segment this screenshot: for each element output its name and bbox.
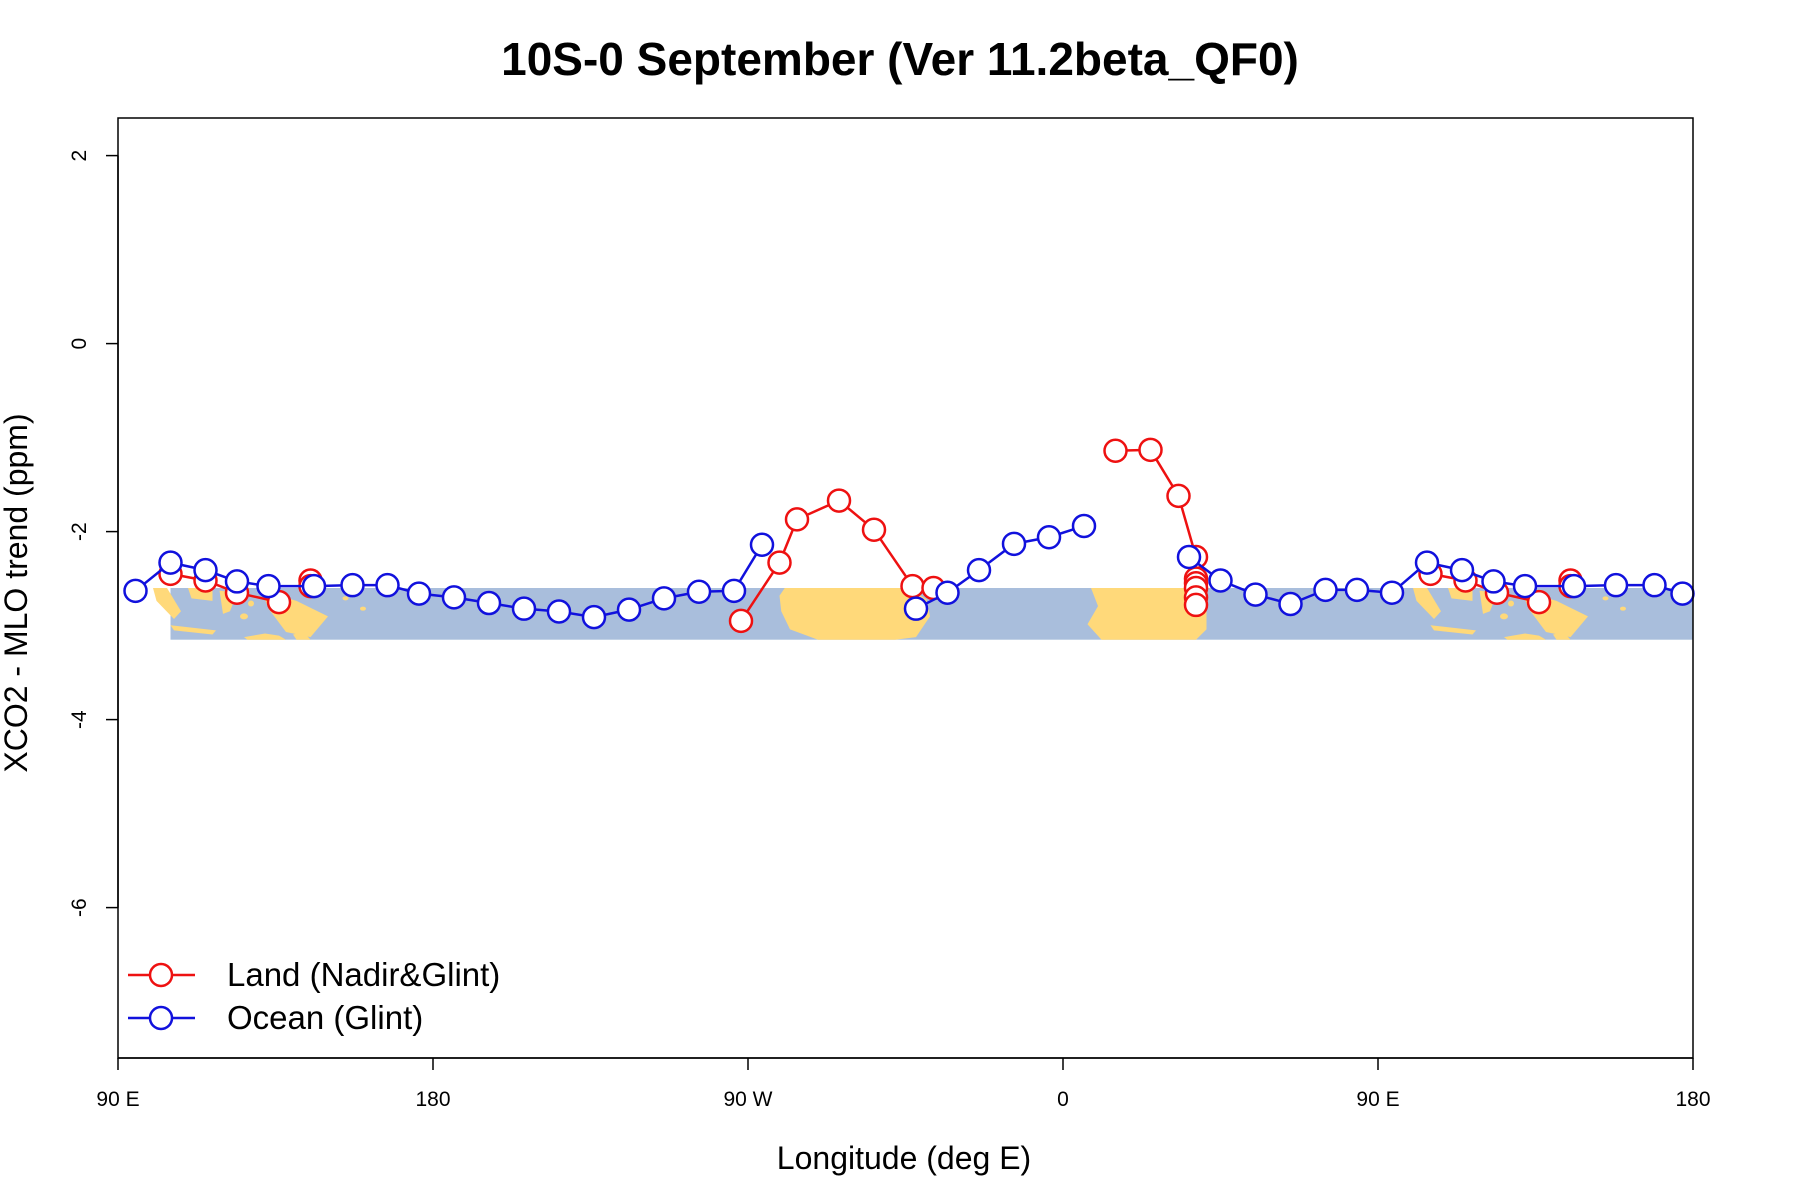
land-islet-west-3	[342, 596, 349, 601]
series-land-point	[1166, 483, 1191, 509]
series-ocean-point	[1414, 550, 1440, 575]
y-axis: 2 0 -2 -4 -6	[68, 150, 119, 917]
series-ocean-point	[123, 578, 148, 604]
land-australia-east	[1504, 633, 1546, 640]
series-land-point	[826, 488, 852, 513]
y-axis-label: XCO2 - MLO trend (ppm)	[0, 413, 34, 772]
x-axis-label: Longitude (deg E)	[777, 1140, 1031, 1176]
land-sumatra-west	[153, 588, 181, 620]
series-land-point	[861, 517, 887, 542]
series-ocean-point	[256, 573, 281, 599]
land-australia-west	[244, 633, 286, 640]
series-ocean-point	[686, 579, 712, 605]
x-tick-label: 180	[415, 1088, 450, 1111]
land-islet-west-2	[248, 600, 254, 607]
series-land-line	[1430, 572, 1540, 604]
land-cape-york-west	[293, 631, 311, 640]
series-ocean-point	[1208, 568, 1233, 593]
land-islet-east-2	[1508, 600, 1514, 607]
series-ocean-point	[1512, 573, 1538, 599]
series-land-point	[728, 608, 754, 634]
x-tick-label: 90 E	[96, 1088, 139, 1111]
land-africa	[1087, 588, 1207, 640]
series-ocean-point	[1176, 544, 1202, 570]
chart-title: 10S-0 September (Ver 11.2beta_QF0)	[501, 33, 1299, 85]
series-ocean-point	[935, 580, 960, 605]
series-ocean-point	[301, 573, 327, 599]
series-ocean-point	[1561, 573, 1587, 599]
series-ocean-point	[158, 550, 183, 575]
series-ocean-point	[749, 532, 775, 558]
legend-land-marker	[148, 962, 174, 988]
series-ocean-point	[476, 590, 502, 616]
x-tick-label: 180	[1675, 1088, 1710, 1111]
series-ocean-point	[340, 572, 365, 598]
series-ocean-point	[441, 585, 467, 610]
series-land-point	[1526, 589, 1552, 615]
series-ocean-point	[511, 596, 537, 621]
series-ocean-point	[224, 569, 250, 594]
y-tick-label: -6	[68, 898, 91, 917]
series-ocean-point	[1243, 582, 1268, 607]
series-ocean-point	[193, 557, 218, 583]
series-ocean-point	[546, 599, 572, 624]
series-ocean-point	[1001, 531, 1027, 557]
legend-land-label: Land (Nadir&Glint)	[227, 956, 500, 993]
series-ocean-point	[1449, 557, 1475, 583]
series-land-line	[170, 572, 280, 604]
series-ocean-point	[721, 578, 747, 604]
x-axis: 90 E 180 90 W 0 90 E 180	[96, 1057, 1711, 1111]
legend-ocean-marker	[148, 1005, 174, 1031]
series-ocean-point	[1603, 572, 1629, 598]
series-ocean-point	[1278, 591, 1303, 617]
y-tick-label: 0	[68, 338, 91, 350]
land-java-west	[170, 625, 216, 635]
series-ocean-point	[1481, 569, 1506, 594]
series-ocean-point	[1642, 572, 1667, 598]
series-ocean-point	[375, 572, 400, 598]
land-islet-east-4	[1620, 606, 1626, 611]
series-land-point	[767, 550, 792, 575]
land-cape-york-east	[1553, 631, 1571, 640]
series-ocean-point	[1036, 524, 1062, 550]
series-ocean-point	[903, 596, 929, 621]
series-land-point	[1183, 592, 1209, 618]
land-sumatra-east	[1413, 588, 1441, 620]
series-ocean-point	[616, 597, 642, 622]
land-south-america	[779, 588, 930, 640]
land-islet-east-3	[1602, 596, 1609, 601]
series-ocean-point	[651, 586, 677, 611]
series-ocean-point	[1344, 577, 1370, 603]
series-ocean-point	[1379, 580, 1405, 605]
x-tick-label: 90 W	[723, 1088, 772, 1111]
legend-ocean-label: Ocean (Glint)	[227, 999, 423, 1036]
land-islet-west-4	[360, 606, 366, 611]
series-ocean-point	[406, 581, 432, 606]
series-ocean-point	[581, 604, 607, 630]
x-tick-label: 90 E	[1356, 1088, 1399, 1111]
y-tick-label: -4	[68, 710, 91, 729]
y-tick-label: 2	[68, 150, 91, 162]
series-land-point	[1103, 438, 1128, 464]
series-layer	[123, 437, 1695, 634]
series-ocean-point	[966, 557, 992, 583]
series-land-point	[900, 573, 925, 599]
y-tick-label: -2	[68, 522, 91, 541]
x-tick-label: 0	[1057, 1088, 1069, 1111]
land-islet-west-1	[240, 613, 248, 620]
land-islet-east-1	[1500, 613, 1508, 620]
series-ocean-point	[1670, 581, 1695, 606]
series-ocean-point	[1071, 513, 1097, 539]
series-ocean-point	[1313, 577, 1338, 603]
series-ocean	[123, 513, 1695, 630]
series-land-point	[784, 507, 810, 532]
land-java-east	[1430, 625, 1476, 635]
legend: Land (Nadir&Glint) Ocean (Glint)	[128, 956, 500, 1036]
series-land-point	[1138, 437, 1163, 463]
